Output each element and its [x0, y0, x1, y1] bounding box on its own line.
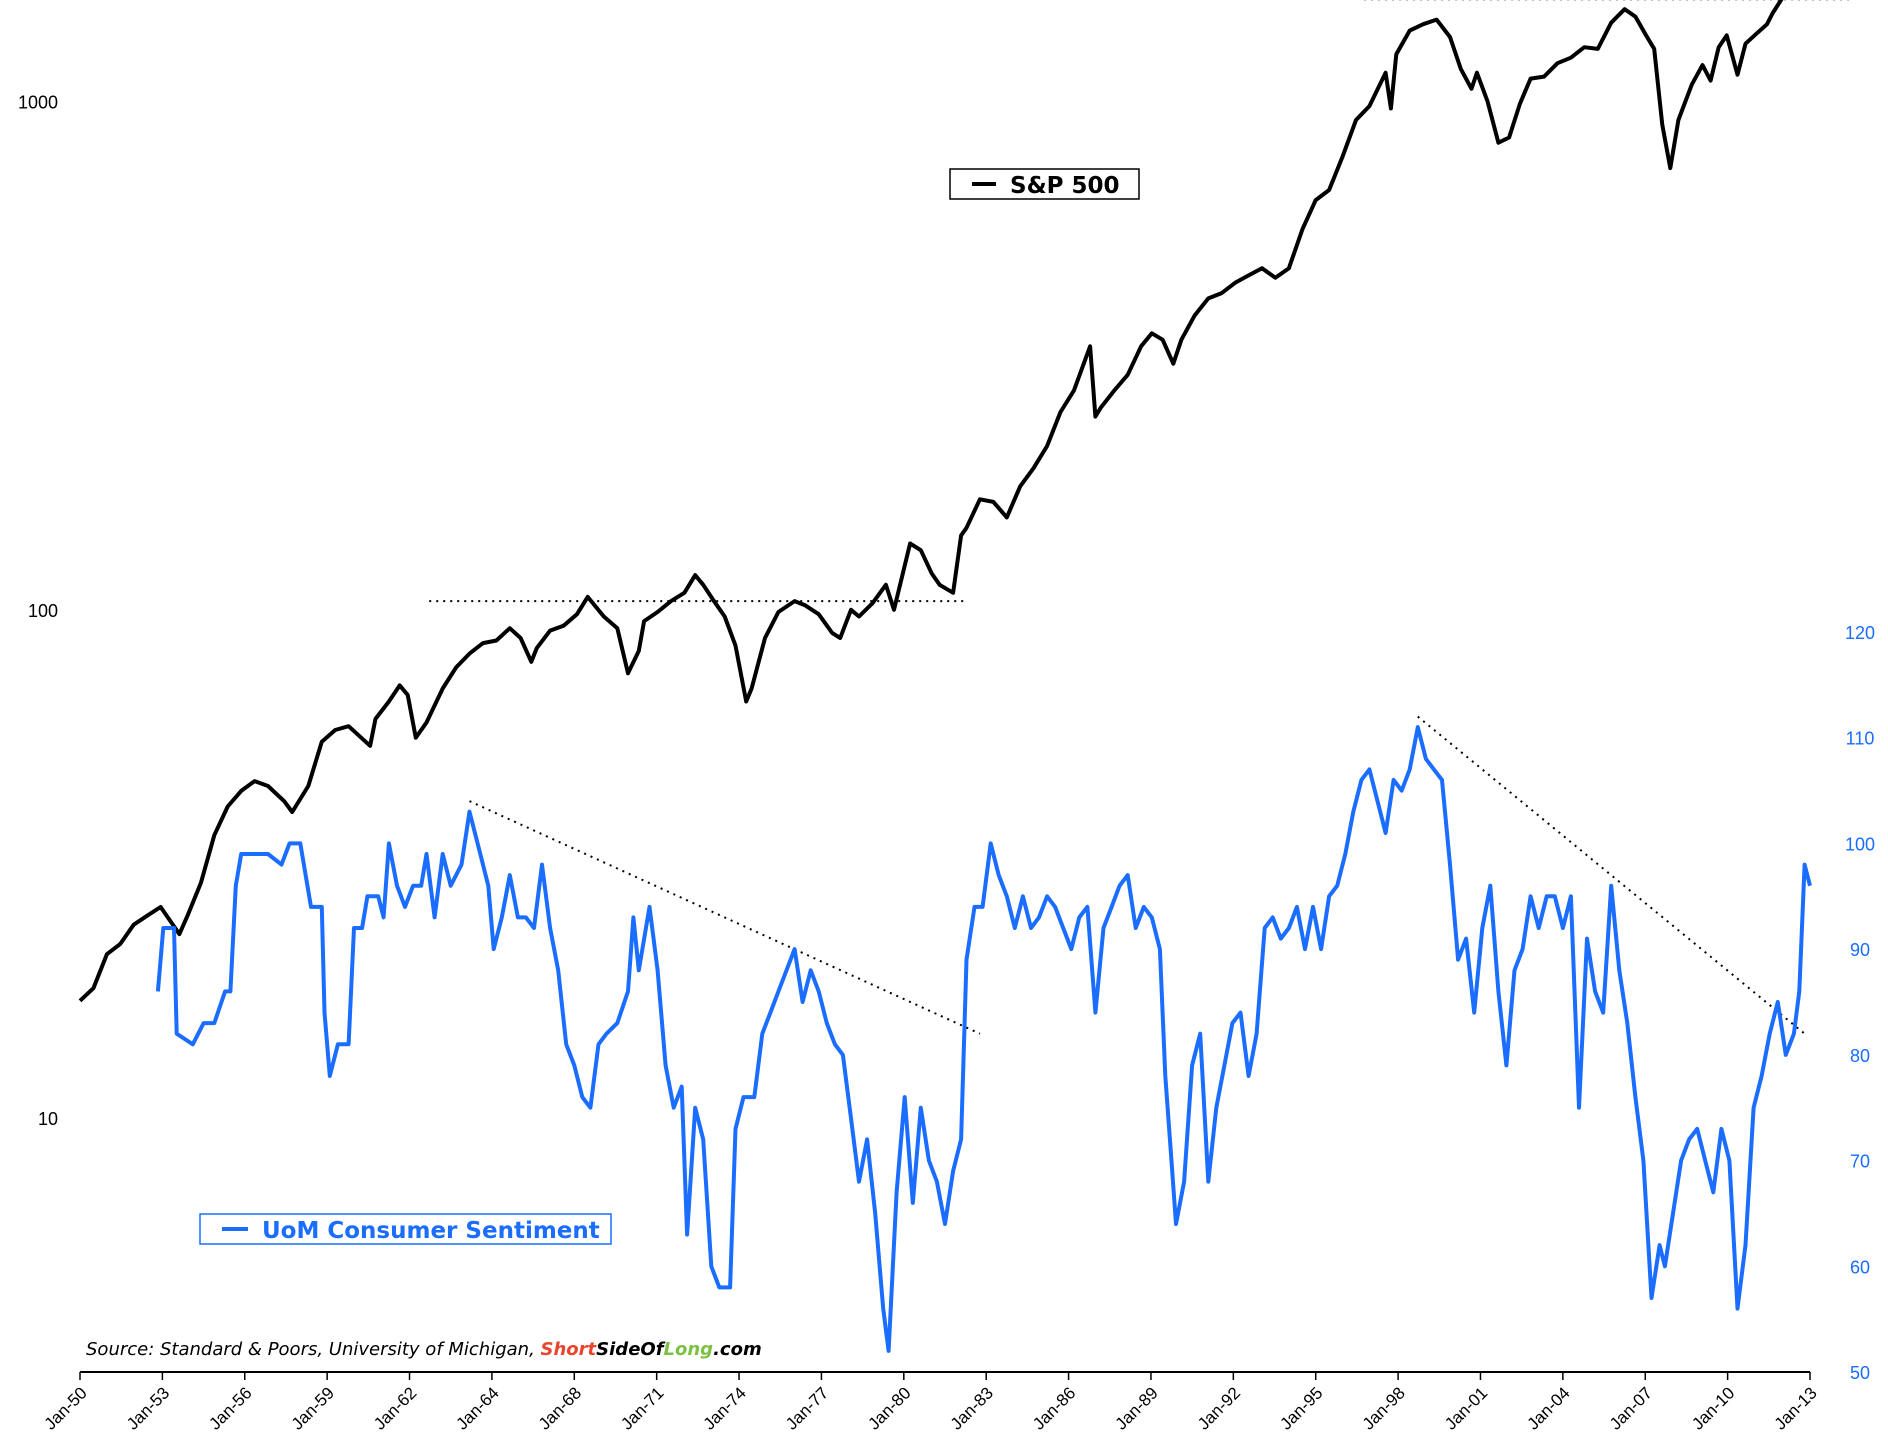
source-prefix: Source: Standard & Poors, University of … — [86, 1339, 541, 1360]
brand-side: SideOf — [596, 1339, 666, 1360]
x-tick-label: Jan-80 — [864, 1383, 914, 1433]
right-tick-label: 60 — [1850, 1257, 1870, 1277]
x-tick-label: Jan-77 — [782, 1383, 832, 1433]
x-tick-label: Jan-95 — [1276, 1383, 1326, 1433]
left-tick-label: 1000 — [18, 93, 58, 113]
x-tick-label: Jan-64 — [453, 1383, 503, 1433]
x-tick-label: Jan-13 — [1771, 1383, 1821, 1433]
x-tick-label: Jan-59 — [288, 1383, 338, 1433]
x-tick-label: Jan-62 — [370, 1383, 420, 1433]
brand-suffix: .com — [713, 1339, 762, 1360]
right-axis: 50 60 70 80 90 100 110 120 — [1845, 623, 1875, 1383]
legend-sp500-label: S&P 500 — [1010, 173, 1120, 199]
sentiment-line — [155, 725, 1812, 1353]
x-tick-label: Jan-56 — [205, 1383, 255, 1433]
left-axis: 10 100 1000 — [18, 93, 58, 1129]
x-tick-label: Jan-07 — [1606, 1383, 1656, 1433]
right-tick-label: 90 — [1850, 940, 1870, 960]
x-tick-label: Jan-74 — [700, 1383, 750, 1433]
x-tick-label: Jan-10 — [1688, 1383, 1738, 1433]
x-tick-label: Jan-98 — [1359, 1383, 1409, 1433]
legend-sentiment: UoM Consumer Sentiment — [199, 1213, 612, 1245]
source-note: Source: Standard & Poors, University of … — [86, 1339, 762, 1360]
series-layer — [78, 0, 1812, 1353]
x-tick-label: Jan-71 — [617, 1383, 667, 1433]
reference-lines — [429, 0, 1853, 1035]
x-tick-label: Jan-53 — [123, 1383, 173, 1433]
brand-long: Long — [664, 1339, 714, 1360]
x-tick-label: Jan-83 — [947, 1383, 997, 1433]
left-tick-label: 100 — [28, 601, 58, 621]
sp500-line — [78, 0, 1784, 1003]
x-tick-label: Jan-89 — [1112, 1383, 1162, 1433]
brand-short: Short — [541, 1339, 598, 1360]
right-tick-label: 80 — [1850, 1046, 1870, 1066]
x-tick-label: Jan-92 — [1194, 1383, 1244, 1433]
right-tick-label: 110 — [1846, 729, 1875, 749]
x-tick-label: Jan-04 — [1523, 1383, 1573, 1433]
legend-sp500: S&P 500 — [949, 168, 1140, 200]
x-tick-label: Jan-50 — [41, 1383, 91, 1433]
legend-sentiment-label: UoM Consumer Sentiment — [262, 1218, 600, 1244]
right-tick-label: 120 — [1845, 623, 1875, 643]
right-tick-label: 70 — [1850, 1152, 1870, 1172]
x-axis: Jan-50 Jan-53 Jan-56 Jan-59 Jan-62 Jan-64 Jan-… — [41, 1372, 1821, 1434]
left-tick-label: 10 — [38, 1109, 58, 1129]
x-tick-label: Jan-68 — [535, 1383, 585, 1433]
reference-line — [469, 800, 981, 1035]
x-tick-label: Jan-01 — [1441, 1383, 1491, 1433]
right-tick-label: 100 — [1845, 834, 1875, 854]
x-tick-label: Jan-86 — [1029, 1383, 1079, 1433]
right-tick-label: 50 — [1850, 1363, 1870, 1383]
